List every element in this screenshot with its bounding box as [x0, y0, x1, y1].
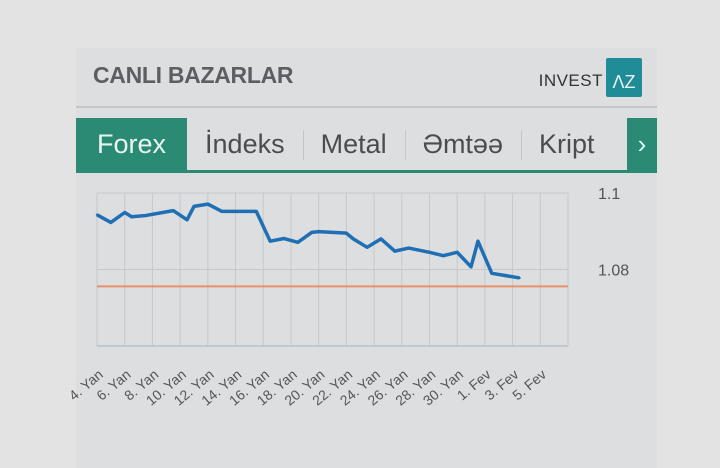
data-point	[365, 246, 369, 249]
data-point	[345, 231, 348, 235]
data-point	[123, 211, 126, 214]
data-point	[428, 251, 431, 254]
data-point	[442, 254, 445, 257]
data-point	[393, 249, 397, 253]
data-point	[268, 239, 272, 243]
logo-text: INVEST	[538, 71, 603, 90]
investaz-logo[interactable]: INVEST ΛZ	[539, 57, 642, 97]
data-point	[518, 276, 521, 280]
data-point	[144, 214, 147, 217]
data-point	[206, 202, 210, 206]
data-point	[282, 237, 286, 240]
series-line	[96, 202, 520, 280]
widget-title: CANLI BAZARLAR	[93, 62, 294, 88]
data-point	[469, 265, 473, 269]
data-point	[296, 241, 300, 244]
data-point	[379, 237, 383, 241]
market-tabs: Forex İndeks Metal Əmtəə Kript	[76, 118, 657, 173]
data-point	[130, 215, 133, 218]
data-point	[490, 272, 494, 275]
header-divider	[76, 106, 657, 108]
data-point	[310, 231, 313, 234]
data-point	[220, 210, 223, 213]
data-point	[95, 213, 99, 217]
tab-metal[interactable]: Metal	[302, 118, 405, 170]
chevron-right-icon: ›	[637, 128, 647, 159]
data-point	[171, 209, 175, 212]
data-point	[185, 218, 189, 221]
live-markets-widget: CANLI BAZARLAR INVEST ΛZ Forex İndeks Me…	[76, 48, 657, 468]
logo-box: ΛZ	[606, 58, 642, 97]
data-point	[255, 210, 258, 213]
tab-forex[interactable]: Forex	[76, 118, 188, 170]
data-point	[455, 251, 459, 254]
data-point	[317, 230, 320, 233]
y-tick-label: 1.08	[598, 263, 629, 280]
data-point	[192, 205, 196, 208]
data-point	[109, 221, 113, 224]
data-point	[407, 246, 410, 250]
next-tabs-button[interactable]: ›	[627, 118, 657, 170]
tab-kripto[interactable]: Kript	[520, 118, 613, 170]
tab-indeks[interactable]: İndeks	[205, 128, 285, 159]
y-tick-label: 1.1	[598, 186, 620, 203]
tab-emtee[interactable]: Əmtəə	[404, 118, 521, 170]
data-point	[476, 239, 480, 243]
data-point	[352, 237, 355, 241]
